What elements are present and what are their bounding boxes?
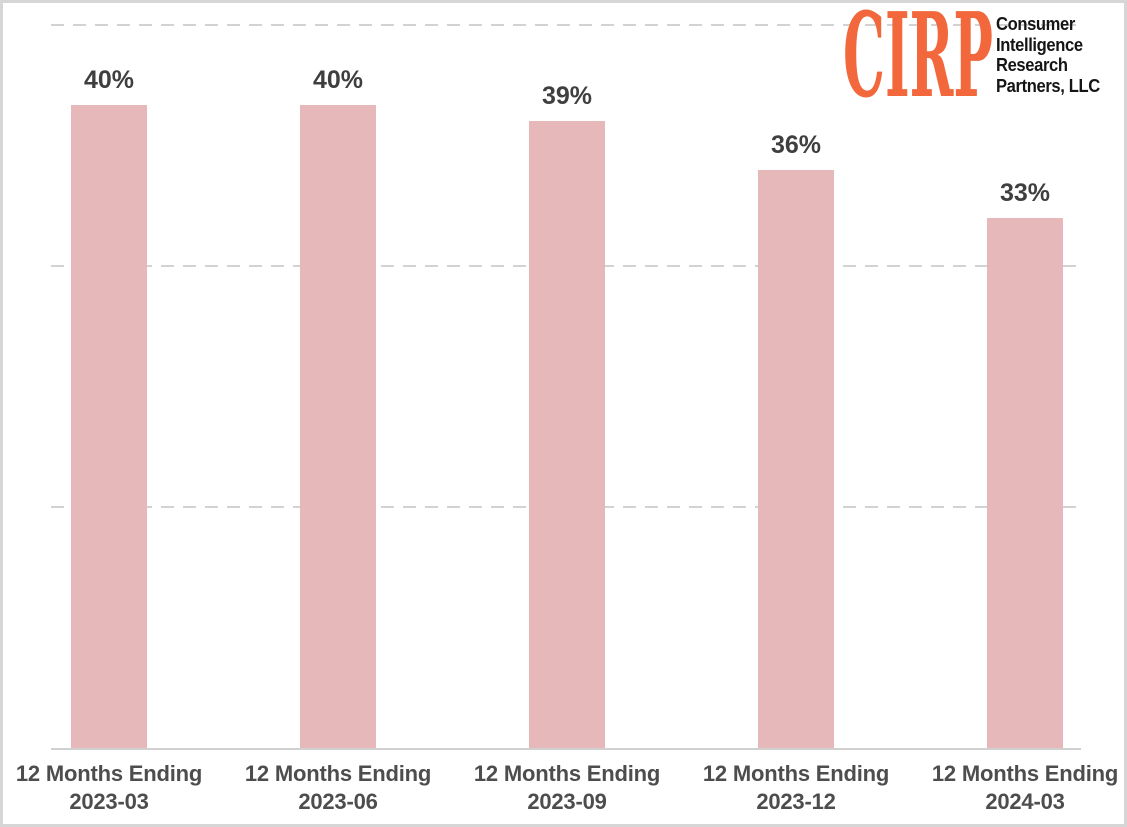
bar-2023-03 [71,105,147,748]
x-axis-label: 12 Months Ending 2023-03 [3,760,225,816]
bar-value-label: 40% [312,66,364,94]
x-axis-label: 12 Months Ending 2023-09 [451,760,683,816]
bar-2023-09 [529,121,605,748]
gridline-45-percent [51,24,1081,26]
x-axis-label-line1: 12 Months Ending [702,761,890,786]
x-axis-label: 12 Months Ending 2023-12 [680,760,912,816]
x-axis-label-line1: 12 Months Ending [931,761,1119,786]
cirp-logo-company-name: Consumer Intelligence Research Partners,… [996,14,1100,96]
bar-2024-03 [987,218,1063,748]
bar-value-label: 36% [770,131,822,159]
x-axis-label: 12 Months Ending 2024-03 [909,760,1124,816]
cirp-logo-acronym-graphic: CIRP [843,7,993,107]
bar-2023-06 [300,105,376,748]
x-axis-label-line1: 12 Months Ending [473,761,661,786]
logo-name-line: Consumer [996,14,1075,34]
x-axis-label-line2: 2023-12 [756,789,836,814]
logo-name-line: Intelligence [996,34,1083,55]
x-axis-line [51,748,1081,750]
x-axis-label-line2: 2023-09 [527,789,607,814]
logo-name-line: Partners, LLC [996,75,1100,96]
x-axis-label-line1: 12 Months Ending [244,761,432,786]
plot-area: 40% 12 Months Ending 2023-03 40% 12 Months E… [3,3,1124,824]
bar-value-label: 40% [83,66,135,94]
bar-value-label: 33% [999,179,1051,207]
x-axis-label-line2: 2024-03 [985,789,1065,814]
x-axis-label: 12 Months Ending 2023-06 [222,760,454,816]
logo-name-line: Research [996,55,1068,75]
bar-value-label: 39% [541,82,593,110]
cirp-logo: CIRP Consumer Intelligence Research Part… [843,7,1124,107]
x-axis-label-line2: 2023-03 [69,789,149,814]
bar-2023-12 [758,170,834,748]
cirp-logo-text: CIRP [843,7,993,107]
x-axis-label-line2: 2023-06 [298,789,378,814]
x-axis-label-line1: 12 Months Ending [15,761,203,786]
